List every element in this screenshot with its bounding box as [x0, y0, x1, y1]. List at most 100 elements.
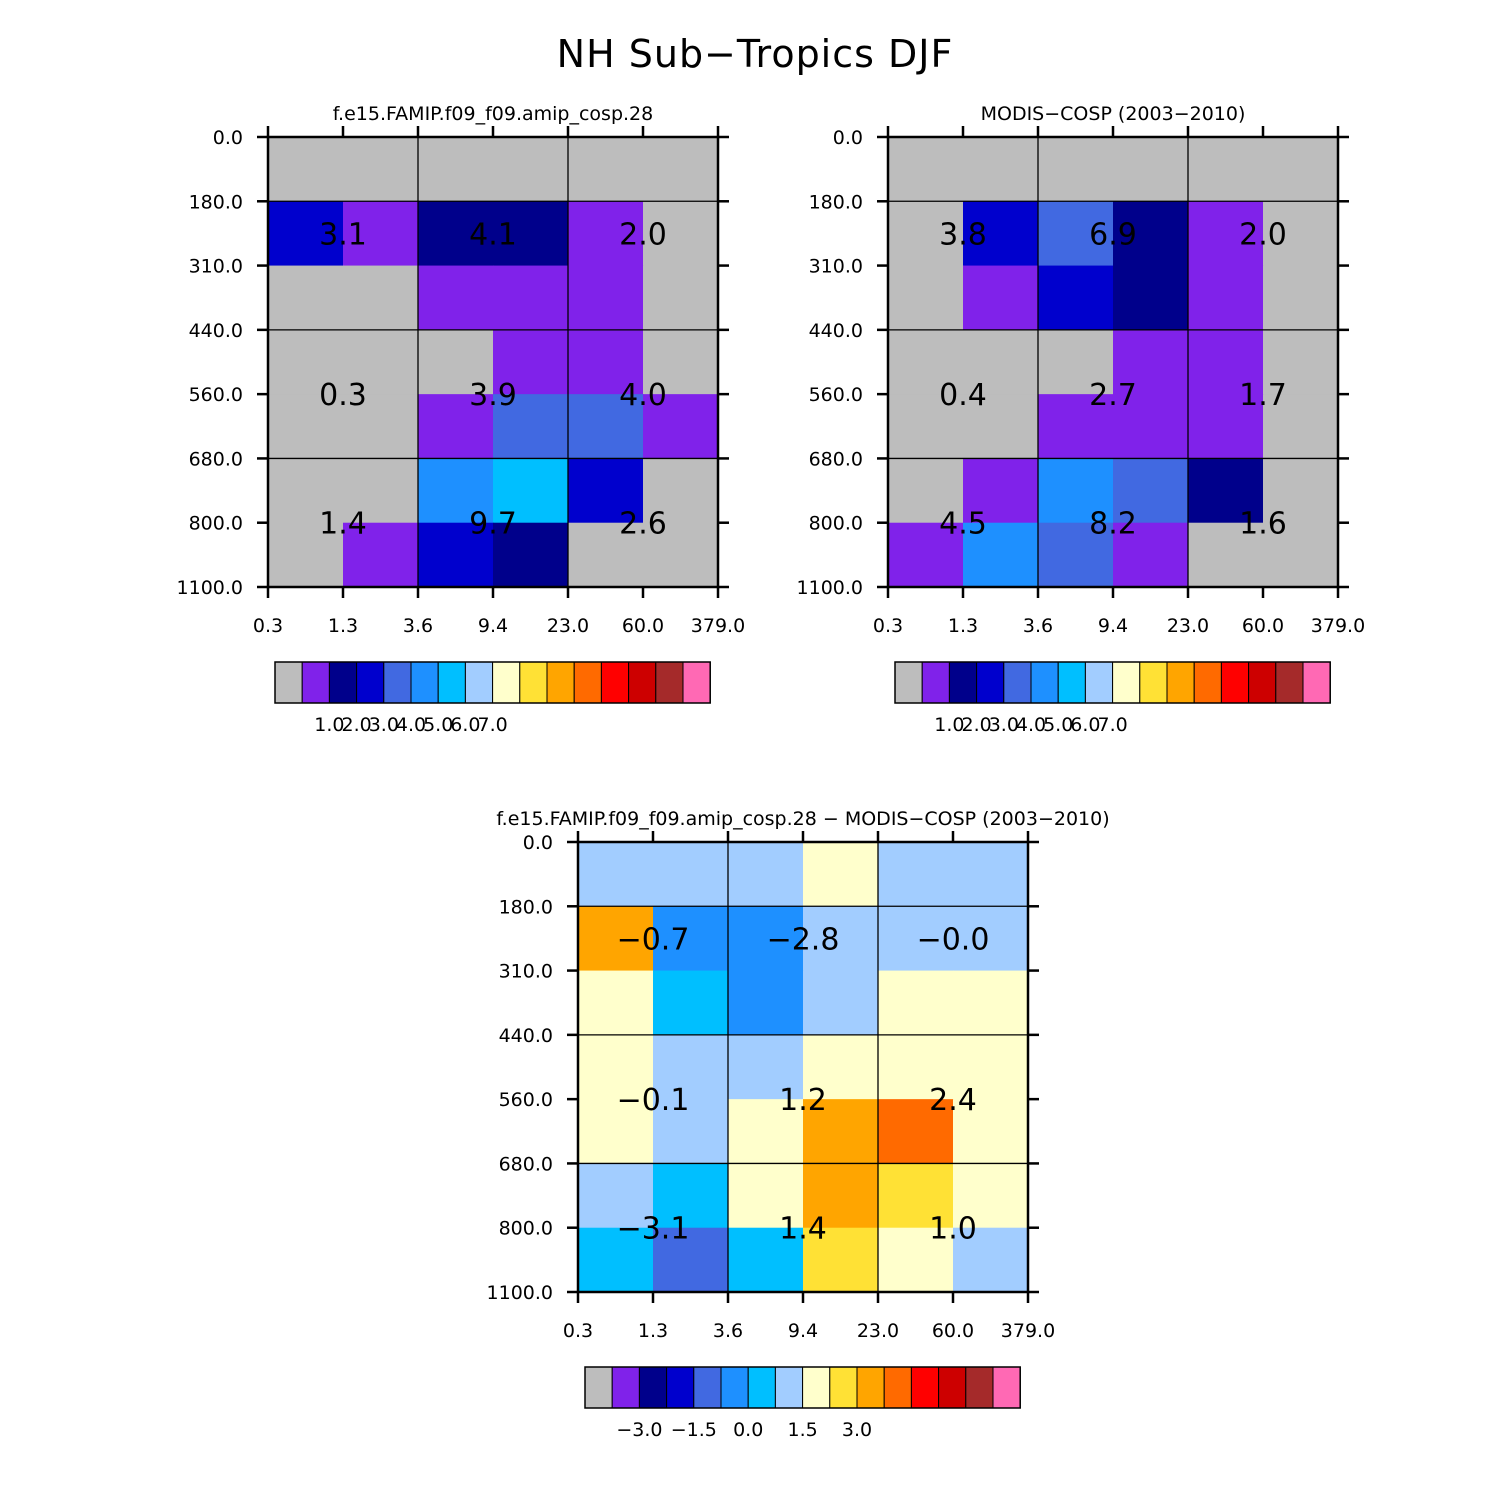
- heatmap-cell: [493, 394, 569, 460]
- colorbar-swatch: [1302, 661, 1331, 704]
- x-tick-label: 9.4: [788, 1320, 818, 1342]
- colorbar-swatch: [492, 661, 521, 704]
- heatmap-cell: [953, 1099, 1029, 1165]
- heatmap-cell: [268, 265, 344, 331]
- panel-obs: MODIS−COSP (2003−2010) 0.0 180.0 310.0 440.0…: [797, 103, 1366, 736]
- panel-difference: f.e15.FAMIP.f09_f09.amip_cosp.28 − MODIS…: [487, 808, 1110, 1441]
- heatmap-cell: [493, 201, 569, 267]
- heatmap-cell: [643, 458, 719, 524]
- x-tick-label: 9.4: [478, 615, 508, 637]
- heatmap-cell: [268, 329, 344, 395]
- colorbar-swatch: [437, 661, 466, 704]
- x-tick-label: 379.0: [1001, 1320, 1055, 1342]
- heatmap-cell: [1263, 201, 1339, 267]
- cell-value-label: 1.0: [929, 1212, 977, 1247]
- cell-value-label: 2.4: [929, 1083, 977, 1118]
- colorbar-swatch: [611, 1366, 640, 1409]
- colorbar-swatch: [356, 661, 385, 704]
- heatmap-cell: [343, 265, 419, 331]
- heatmap-cell: [578, 970, 654, 1036]
- colorbar-swatch: [1275, 661, 1304, 704]
- heatmap-cell: [343, 394, 419, 460]
- colorbar-swatch: [274, 661, 303, 704]
- colorbar-label: 2.0: [961, 714, 991, 736]
- heatmap-cell: [1263, 265, 1339, 331]
- heatmap-cell: [568, 201, 644, 267]
- heatmap-cell: [1188, 137, 1264, 202]
- heatmap-cell: [1263, 394, 1339, 460]
- y-tick-label: 800.0: [499, 1218, 553, 1240]
- y-tick-label: 0.0: [523, 832, 553, 854]
- heatmap-cell: [963, 458, 1039, 524]
- heatmap-cell: [963, 522, 1039, 588]
- x-tick-label: 3.6: [713, 1320, 743, 1342]
- cell-value-label: 1.4: [779, 1212, 827, 1247]
- heatmap-cell: [728, 1227, 804, 1293]
- colorbar-swatch: [1139, 661, 1168, 704]
- colorbar-frame: [584, 1366, 1021, 1409]
- colorbar-label: 6.0: [450, 714, 480, 736]
- cell-value-label: −2.8: [767, 922, 840, 957]
- heatmap-cell: [803, 906, 879, 972]
- x-tick-label: 379.0: [1311, 615, 1365, 637]
- colorbar-label: 1.0: [934, 714, 964, 736]
- colorbar-swatch: [638, 1366, 668, 1409]
- colorbar-label: 4.0: [1016, 714, 1046, 736]
- x-tick-label: 0.3: [253, 615, 283, 637]
- colorbar-label: 4.0: [396, 714, 426, 736]
- y-tick-label: 560.0: [809, 384, 863, 406]
- x-tick-label: 23.0: [547, 615, 589, 637]
- cell-value-label: 1.6: [1239, 507, 1287, 542]
- cell-value-label: 1.4: [319, 507, 367, 542]
- cell-value-label: 2.0: [619, 217, 667, 252]
- colorbar-swatch: [992, 1366, 1021, 1409]
- colorbar-swatch: [519, 661, 548, 704]
- colorbar-swatch: [693, 1366, 722, 1409]
- heatmap-cell: [878, 906, 954, 972]
- colorbar-swatch: [829, 1366, 858, 1409]
- y-tick-label: 0.0: [213, 127, 243, 149]
- heatmap-cell: [418, 329, 494, 395]
- y-tick-label: 680.0: [809, 448, 863, 470]
- heatmap-cell: [803, 1034, 879, 1100]
- colorbar-label: 2.0: [341, 714, 371, 736]
- cell-value-label: −0.0: [917, 922, 990, 957]
- y-tick-label: 0.0: [833, 127, 863, 149]
- heatmap-cell: [643, 329, 719, 395]
- colorbar-label: 5.0: [423, 714, 453, 736]
- heatmap-cell: [1188, 329, 1264, 395]
- heatmap-cell: [343, 329, 419, 395]
- heatmap-cell: [568, 137, 644, 202]
- heatmap-cell: [1038, 394, 1114, 460]
- cell-value-label: 1.2: [779, 1083, 827, 1118]
- heatmap-cell: [803, 970, 879, 1036]
- heatmap-cell: [963, 329, 1039, 395]
- heatmap-cell: [653, 1163, 729, 1229]
- heatmap-cell: [493, 522, 569, 588]
- colorbar-frame: [894, 661, 1331, 704]
- colorbar-label: 1.5: [787, 1419, 817, 1441]
- y-tick-label: 800.0: [189, 513, 243, 535]
- colorbar-swatch: [774, 1366, 804, 1409]
- heatmap-cell: [418, 201, 494, 267]
- colorbar-swatch: [1248, 661, 1277, 704]
- colorbar-swatch: [1166, 661, 1195, 704]
- heatmap-cell: [1113, 522, 1189, 588]
- y-tick-label: 560.0: [189, 384, 243, 406]
- colorbar-swatch: [1193, 661, 1222, 704]
- heatmap-cell: [728, 1099, 804, 1165]
- colorbar-swatch: [1030, 661, 1059, 704]
- heatmap-cell: [568, 329, 644, 395]
- heatmap-cell: [418, 458, 494, 524]
- heatmap-cell: [888, 458, 964, 524]
- colorbar-swatch: [938, 1366, 967, 1409]
- heatmap-cell: [803, 842, 879, 907]
- cell-value-label: 2.0: [1239, 217, 1287, 252]
- heatmap-cell: [418, 522, 494, 588]
- y-tick-label: 180.0: [189, 191, 243, 213]
- heatmap-cell: [343, 522, 419, 588]
- heatmap-cell: [643, 265, 719, 331]
- heatmap-cell: [268, 201, 344, 267]
- colorbar-frame: [274, 661, 711, 704]
